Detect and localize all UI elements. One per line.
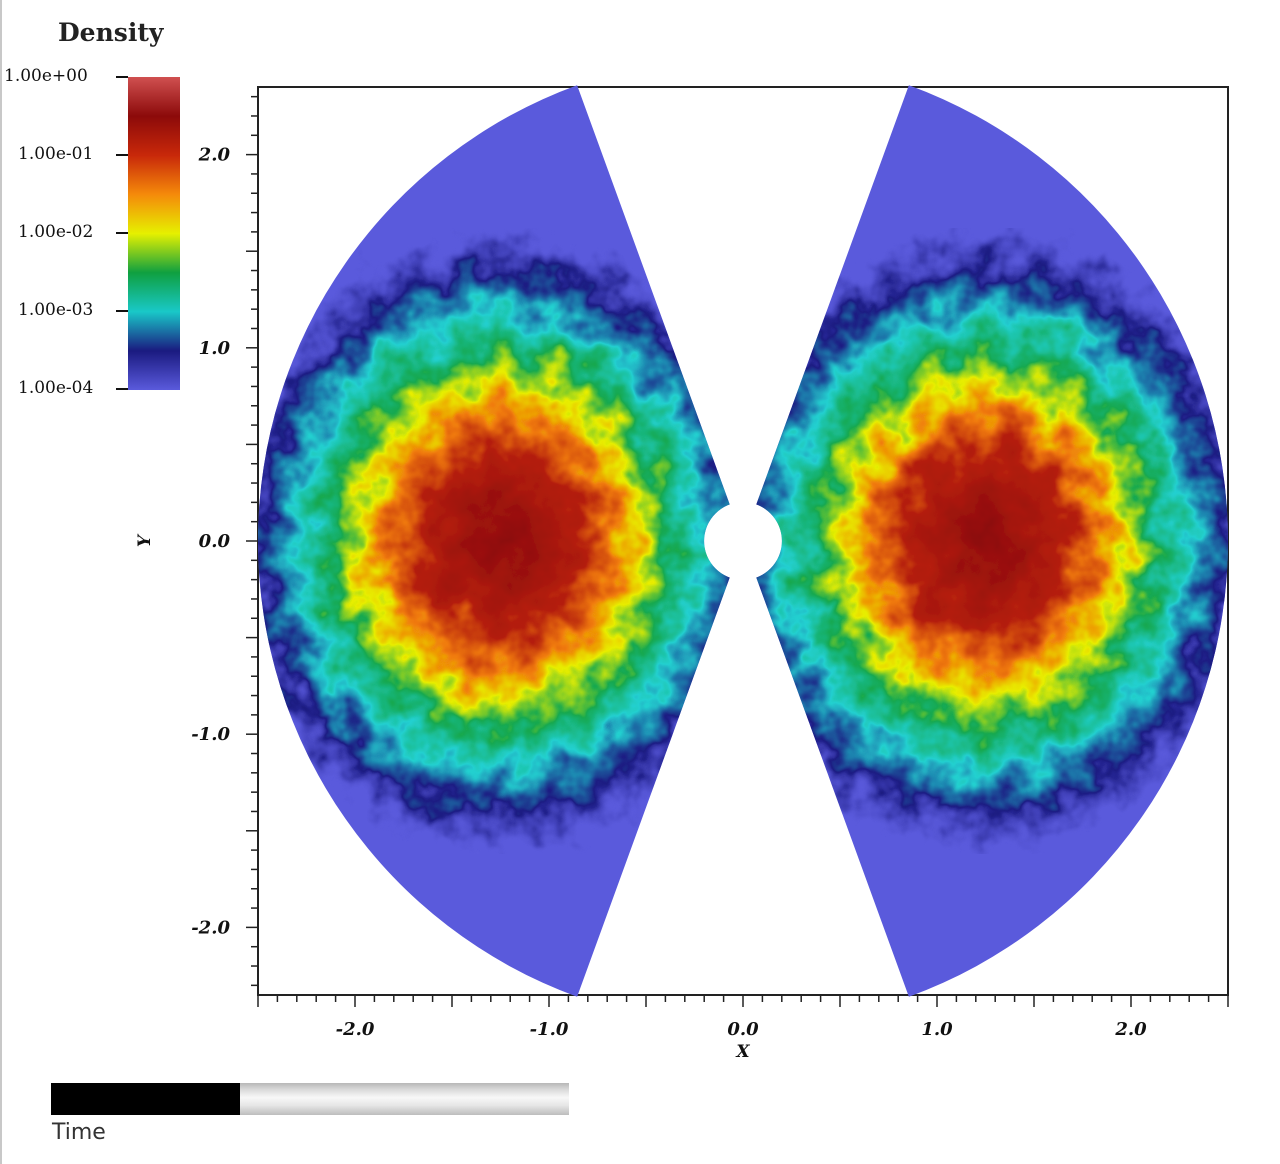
legend-title: Density [58, 18, 164, 47]
legend-tick-label: 1.00e+00 [4, 66, 88, 86]
colorbar [128, 77, 180, 390]
x-tick-label: 2.0 [1114, 1019, 1147, 1040]
y-axis-title: Y [135, 533, 155, 547]
y-tick-label: 0.0 [199, 531, 231, 552]
legend-tick-label: 1.00e-03 [18, 300, 94, 320]
y-tick-label: -2.0 [191, 917, 230, 938]
wedge-density [257, 228, 730, 854]
legend-tick-label: 1.00e-02 [18, 222, 94, 242]
colorbar-tick [116, 154, 128, 156]
time-slider-fill [51, 1083, 241, 1115]
colorbar-tick [116, 232, 128, 234]
x-tick-label: -1.0 [530, 1019, 569, 1040]
legend-tick-label: 1.00e-01 [18, 144, 94, 164]
colorbar-tick [116, 76, 128, 78]
x-axis-title: X [735, 1042, 750, 1062]
density-field [257, 85, 1229, 997]
time-label: Time [52, 1120, 106, 1145]
legend-tick-label: 1.00e-04 [18, 378, 94, 398]
axis-ticks: -2.0 -1.0 0.0 1.0 2.0 2.0 1.0 0.0 -1.0 -2.0 [191, 95, 1229, 1040]
y-tick-label: 1.0 [199, 338, 231, 359]
x-tick-label: -2.0 [336, 1019, 375, 1040]
wedge-density [756, 228, 1229, 854]
x-tick-label: 0.0 [727, 1019, 759, 1040]
colorbar-tick [116, 388, 128, 390]
time-slider[interactable] [51, 1083, 569, 1115]
window-edge [0, 0, 2, 1164]
y-tick-label: -1.0 [191, 724, 230, 745]
inner-boundary [704, 502, 782, 580]
y-tick-label: 2.0 [198, 145, 231, 166]
x-tick-label: 1.0 [921, 1019, 953, 1040]
colorbar-tick [116, 310, 128, 312]
density-lobe [257, 228, 730, 854]
density-lobe [756, 228, 1229, 854]
